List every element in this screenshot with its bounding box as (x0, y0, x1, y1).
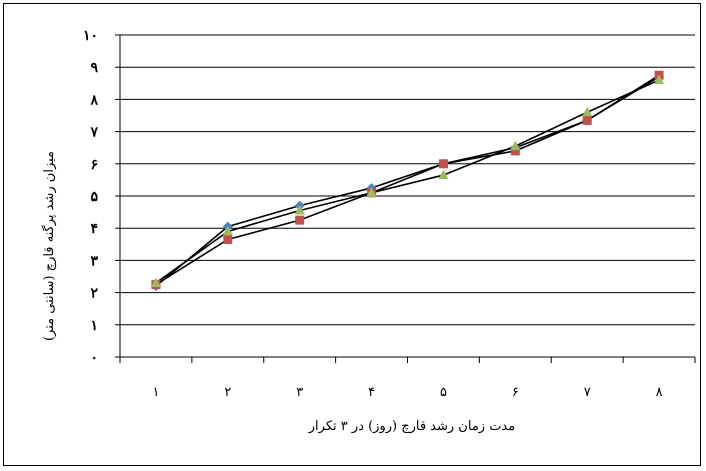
series-3-point (150, 277, 161, 287)
x-tick-label: ۳ (296, 385, 303, 400)
y-tick-label: ۳ (90, 253, 98, 269)
series-3-point (366, 187, 377, 197)
series-3-point (294, 204, 305, 215)
x-tick-label: ۴ (368, 385, 375, 400)
y-tick-label: ۱ (90, 318, 98, 334)
y-axis-title: میزان رشد پرگنه قارچ (سانتی متر) (41, 151, 57, 341)
series-3-point (438, 169, 449, 180)
series-3-point (510, 140, 521, 151)
series-2-point (295, 215, 305, 225)
series-2-point (438, 159, 448, 169)
series-2-point (510, 146, 520, 156)
y-tick-label: ۲ (90, 286, 98, 302)
y-tick-label: ۴ (90, 221, 98, 237)
chart-frame (3, 3, 701, 466)
series-3-point (654, 74, 665, 85)
series-3-point (222, 225, 233, 236)
x-axis-title: مدت زمان رشد قارچ (روز) در ۳ تکرار (308, 419, 515, 434)
series-1-line (155, 76, 660, 287)
x-tick-label: ۷ (584, 385, 591, 400)
y-tick-label: ۱۰ (83, 28, 98, 44)
y-tick-label: ۰ (90, 350, 98, 366)
y-tick-label: ۸ (89, 92, 98, 108)
y-tick-label: ۷ (89, 125, 98, 141)
x-tick-label: ۵ (440, 385, 447, 400)
y-tick-label: ۶ (90, 157, 98, 173)
series-3-line (155, 79, 660, 284)
series-3-point (582, 106, 593, 117)
x-tick-label: ۱ (152, 385, 159, 400)
x-tick-label: ۸ (656, 385, 663, 400)
y-tick-label: ۵ (90, 189, 98, 205)
series-2-line (155, 74, 660, 286)
y-tick-label: ۹ (90, 60, 98, 76)
series-2-point (582, 115, 592, 125)
x-tick-label: ۲ (224, 385, 231, 400)
series-2-point (223, 234, 233, 244)
x-tick-label: ۶ (512, 385, 519, 400)
